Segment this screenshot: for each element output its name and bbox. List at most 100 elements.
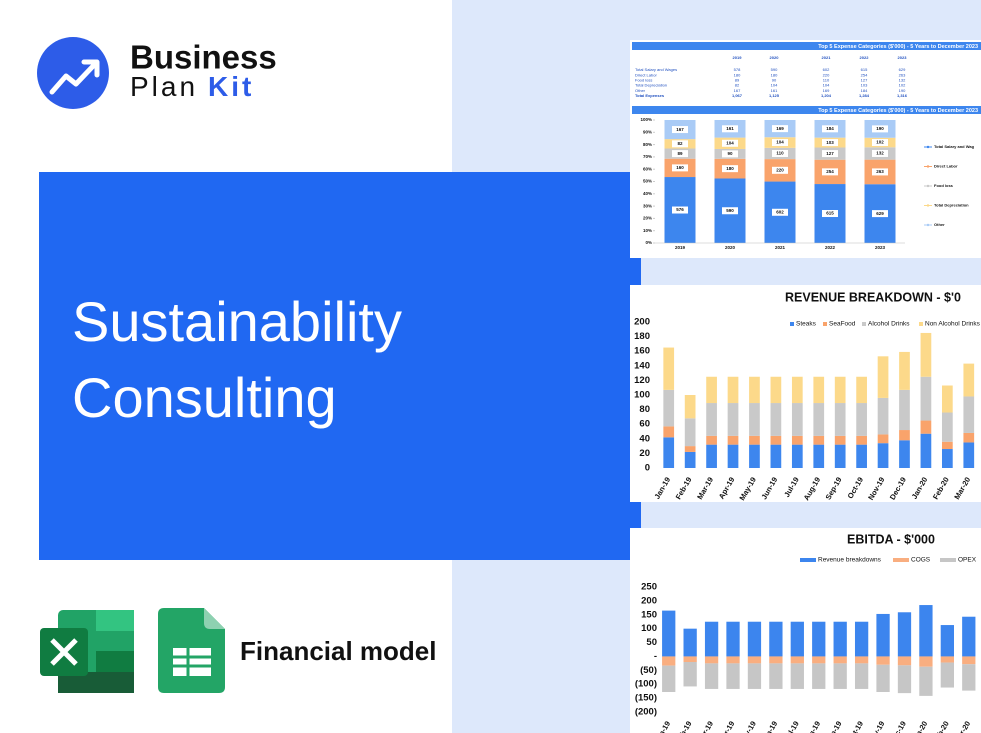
bar-segment	[876, 613, 890, 657]
bar-segment	[706, 403, 717, 436]
bar-segment	[791, 435, 803, 445]
table-cell: 90	[772, 77, 777, 82]
chart-panel: EBITDA - $'000 (200) (150) (100) (50) - 50 100 1…	[630, 528, 981, 733]
data-label-box	[722, 207, 738, 215]
table-cell: Direct Labor	[635, 72, 657, 77]
bar-segment	[834, 444, 846, 468]
y-tick-label: 160	[634, 346, 650, 357]
legend-label: Total Salary and Wag	[934, 144, 975, 149]
data-label: 184	[826, 126, 834, 131]
legend-label: Direct Labor	[934, 164, 958, 169]
data-label: 89	[677, 151, 683, 156]
data-label: 90	[727, 151, 733, 156]
data-label: 161	[726, 126, 734, 131]
legend-label: Total Depreciation	[934, 203, 969, 208]
y-tick-label: 120	[634, 375, 650, 386]
y-tick-label: 10%	[643, 228, 652, 233]
data-label-box	[772, 166, 788, 174]
table-cell: Total Expenses	[635, 93, 665, 98]
bar-segment	[749, 376, 760, 404]
hero-title: Sustainability	[72, 290, 402, 353]
bar-segment	[834, 376, 846, 404]
table-cell: 132	[899, 77, 906, 82]
bar-segment	[899, 440, 910, 468]
legend-label: Food loss	[934, 183, 954, 188]
data-label: 104	[726, 140, 734, 145]
bar-segment	[962, 656, 976, 665]
data-label-box	[872, 139, 888, 147]
legend-label: Non Alcohol Drinks	[925, 321, 981, 328]
table-cell: 169	[823, 88, 830, 93]
data-label: 103	[826, 140, 834, 145]
bar-segment	[877, 356, 889, 398]
data-label-box	[872, 210, 888, 218]
y-tick-label: 40%	[643, 191, 652, 196]
y-tick-label: 180	[634, 331, 650, 342]
bar-segment	[790, 656, 804, 664]
legend-swatch	[823, 322, 827, 326]
legend-label: Steaks	[796, 321, 817, 328]
data-label-box	[772, 208, 788, 216]
logo-kit: Kit	[208, 71, 254, 102]
data-label: 180	[726, 166, 734, 171]
bar-segment	[727, 444, 739, 468]
bar-segment	[813, 444, 825, 468]
data-label: 110	[776, 151, 784, 156]
bar-segment	[663, 389, 675, 427]
legend-label: COGS	[911, 557, 931, 564]
bar-segment	[662, 665, 676, 692]
bar-segment	[899, 389, 910, 431]
hero-block	[39, 172, 641, 560]
bar-segment	[856, 444, 867, 468]
y-tick-label: (100)	[635, 679, 657, 690]
y-tick-label: 140	[634, 360, 650, 371]
table-cell: 161	[771, 88, 778, 93]
bar-segment	[919, 656, 933, 667]
excel-icon	[40, 610, 134, 693]
table-column: 2019	[733, 55, 743, 60]
data-label-box	[722, 165, 738, 173]
data-label-box	[872, 149, 888, 157]
bar-segment	[963, 363, 975, 397]
bar-segment	[877, 397, 889, 435]
bar-segment	[876, 664, 890, 692]
y-tick-label: 20	[639, 448, 650, 459]
hero-title: Consulting	[72, 366, 337, 429]
data-label-box	[672, 206, 688, 214]
bar-segment	[962, 664, 976, 691]
sheets-fold	[204, 608, 225, 629]
bar-segment	[877, 443, 889, 468]
y-tick-label: 200	[641, 595, 657, 606]
legend-swatch	[790, 322, 794, 326]
data-label: 132	[876, 151, 884, 156]
table-cell: 180	[771, 72, 778, 77]
bar-segment	[704, 663, 719, 689]
bar-segment	[920, 376, 932, 421]
table-cell: 180	[734, 72, 741, 77]
table-cell: 184	[861, 88, 868, 93]
bar-segment	[813, 403, 825, 436]
data-label: 220	[776, 168, 784, 173]
excel-cell	[58, 672, 134, 693]
table-cell: 590	[771, 67, 778, 72]
sheets-grid	[173, 648, 211, 676]
table-cell: 1,316	[897, 93, 908, 98]
data-label: 127	[826, 151, 834, 156]
legend-swatch	[800, 558, 816, 562]
bar-segment	[920, 332, 932, 377]
bar-segment	[726, 621, 740, 657]
bar-segment	[770, 444, 782, 468]
bar-segment	[962, 616, 976, 657]
data-label-box	[822, 139, 838, 147]
data-label-box	[672, 126, 688, 134]
data-label-box	[872, 168, 888, 176]
bar-segment	[662, 656, 676, 666]
data-label: 576	[676, 207, 684, 212]
table-cell: 104	[771, 83, 778, 88]
bar-segment	[706, 376, 717, 404]
data-label: 615	[826, 211, 834, 216]
bar-segment	[812, 656, 826, 664]
bar-segment	[769, 656, 783, 664]
data-label: 254	[826, 169, 834, 174]
legend-label: Other	[934, 222, 945, 227]
